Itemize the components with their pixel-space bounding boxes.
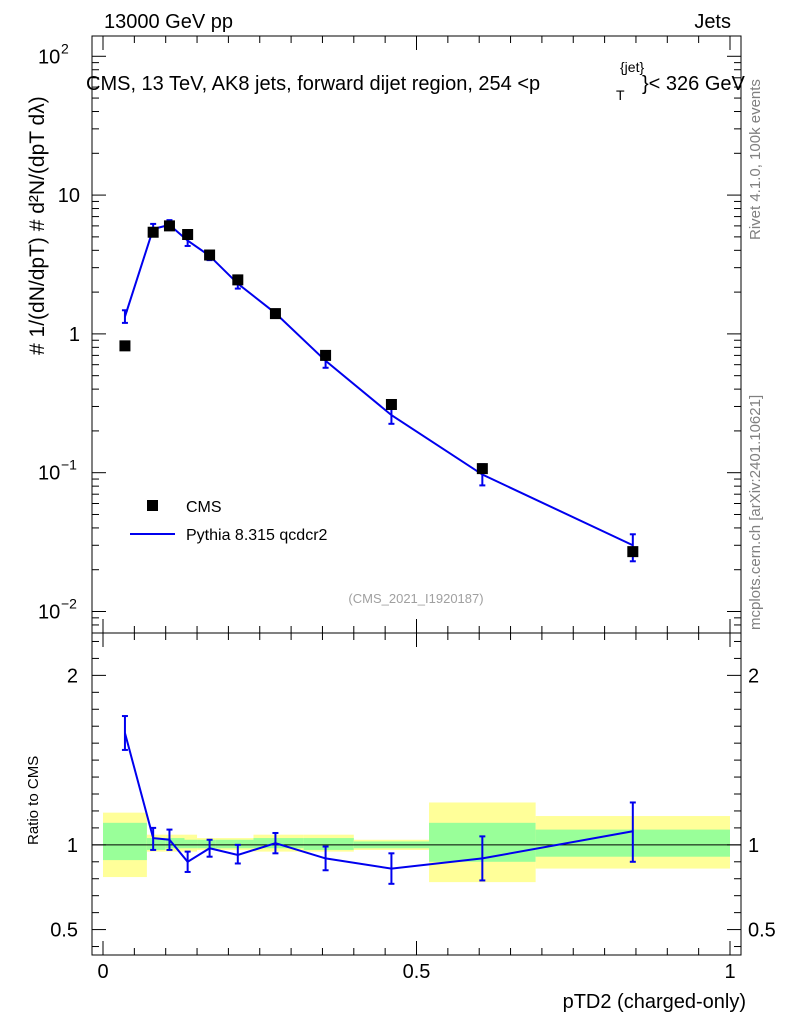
cms-data-point <box>147 226 159 238</box>
ratio-y-tick-label-right: 2 <box>748 665 759 687</box>
x-tick-label: 0.5 <box>403 961 431 983</box>
ratio-y-tick-label-left: 0.5 <box>50 920 78 942</box>
main-y-tick-exponent: −1 <box>61 457 77 473</box>
rivet-version-label: Rivet 4.1.0, 100k events <box>747 79 764 240</box>
cms-data-point <box>385 398 397 410</box>
ratio-y-tick-label-left: 2 <box>67 665 78 687</box>
x-tick-label: 0 <box>97 961 108 983</box>
ratio-band-inner <box>303 838 354 850</box>
ratio-band-inner <box>103 822 147 861</box>
plot-title: CMS, 13 TeV, AK8 jets, forward dijet reg… <box>86 73 540 95</box>
mcplots-label: mcplots.cern.ch [arXiv:2401.10621] <box>747 395 764 630</box>
legend-pythia-label: Pythia 8.315 qcdcr2 <box>186 527 328 544</box>
ratio-y-tick-label-right: 0.5 <box>748 920 776 942</box>
plot-title-sub: T <box>616 87 625 103</box>
main-y-tick-exponent: −2 <box>61 595 77 611</box>
analysis-reference: (CMS_2021_I1920187) <box>348 591 483 606</box>
pythia-line <box>123 223 634 547</box>
header-left-label: 13000 GeV pp <box>104 11 233 33</box>
ratio-y-tick-label-right: 1 <box>748 835 759 857</box>
cms-data-point <box>204 249 216 261</box>
main-y-tick-label: 10 <box>38 46 60 68</box>
x-tick-label: 1 <box>724 961 735 983</box>
plot-title-tail: }< 326 GeV <box>642 73 746 95</box>
main-y-tick-label: 10 <box>38 601 60 623</box>
main-y-axis-label: # 1/(dN/dpT) # d²N/(dpT dλ) <box>26 96 49 355</box>
cms-data-point <box>320 349 332 361</box>
main-y-tick-label: 10 <box>38 463 60 485</box>
legend: CMS Pythia 8.315 qcdcr2 <box>130 499 328 544</box>
cms-data-point <box>182 229 194 241</box>
ratio-y-axis-label: Ratio to CMS <box>25 756 42 845</box>
cms-data-point <box>269 308 281 320</box>
main-y-tick-label: 10 <box>58 185 80 207</box>
cms-data-point <box>627 546 639 558</box>
ratio-band-inner <box>197 839 216 849</box>
ratio-band-inner <box>146 838 166 850</box>
main-y-tick-exponent: 2 <box>61 40 69 56</box>
ratio-y-tick-label-left: 1 <box>67 835 78 857</box>
cms-data-point <box>119 340 131 352</box>
x-axis-label: pTD2 (charged-only) <box>563 991 746 1013</box>
plot-title-sup: {jet} <box>620 59 644 75</box>
cms-data-point <box>232 274 244 286</box>
legend-cms-label: CMS <box>186 499 222 516</box>
cms-data-point <box>476 463 488 475</box>
plot-title-main: CMS, 13 TeV, AK8 jets, forward dijet reg… <box>86 73 540 95</box>
legend-cms-marker <box>147 500 158 511</box>
header-right-label: Jets <box>694 11 731 33</box>
ratio-band-inner <box>215 839 254 849</box>
ratio-band-inner <box>165 838 185 849</box>
ratio-panel-frame <box>91 632 742 956</box>
cms-data-point <box>163 220 175 232</box>
main-y-tick-label: 1 <box>69 324 80 346</box>
ratio-band-inner <box>184 839 198 849</box>
